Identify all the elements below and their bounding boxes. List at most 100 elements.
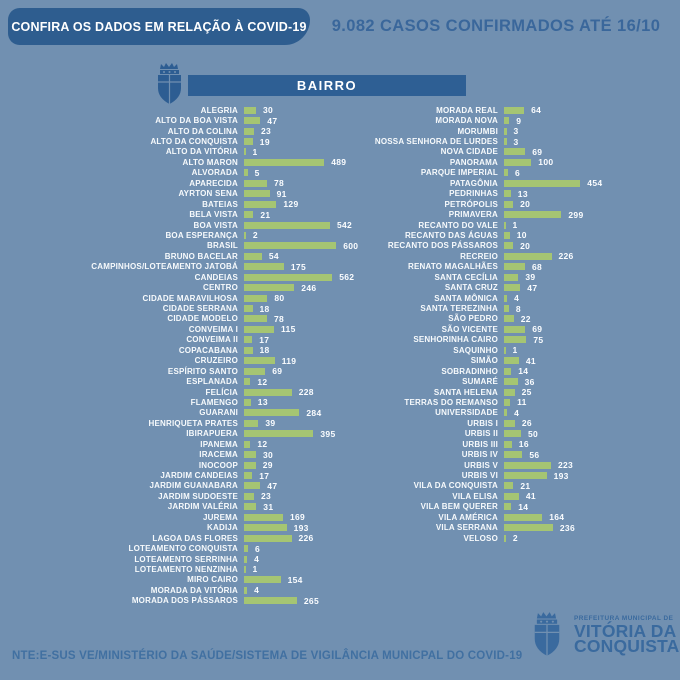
case-bar [244, 336, 253, 344]
case-count: 69 [532, 146, 543, 157]
case-count: 64 [531, 105, 542, 116]
case-count: 129 [283, 199, 299, 210]
case-bar [244, 440, 251, 448]
case-bar [504, 305, 509, 313]
case-bar [244, 273, 333, 281]
case-bar [504, 127, 507, 135]
bairro-label: ALVORADA [191, 168, 238, 178]
case-bar [244, 138, 253, 146]
case-bar [244, 513, 283, 521]
bairro-label: SOBRADINHO [441, 366, 498, 376]
case-count: 41 [525, 491, 536, 502]
case-bar [504, 158, 532, 166]
case-count: 100 [538, 157, 554, 168]
bar-row: PETRÓPOLIS 20 [358, 199, 602, 209]
bar-row: NOVA CIDADE 69 [358, 147, 602, 157]
bairro-label: VILA AMÉRICA [438, 512, 498, 522]
bairro-label: SANTA MÔNICA [434, 293, 498, 303]
case-bar [244, 482, 261, 490]
case-count: 265 [303, 595, 319, 606]
case-count: 115 [281, 324, 296, 335]
bairro-label: JARDIM CANDEIAS [160, 471, 238, 481]
bar-row: HENRIQUETA PRATES 39 [58, 418, 358, 428]
bairro-label: JARDIM GUANABARA [149, 481, 238, 491]
bar-row: CENTRO 246 [58, 282, 358, 293]
bar-row: SENHORINHA CAIRO 75 [358, 335, 602, 345]
bar-row: COPACABANA 18 [58, 345, 358, 355]
case-bar [244, 315, 267, 323]
case-bar [244, 346, 253, 354]
table-header-bairro: BAIRRO [188, 75, 466, 96]
bairro-label: SANTA CECÍLIA [434, 272, 498, 282]
case-bar [504, 221, 506, 229]
bar-row: VILA ELISA 41 [358, 491, 602, 501]
case-count: 193 [293, 522, 309, 533]
bairro-label: CENTRO [203, 283, 238, 293]
case-bar [244, 127, 254, 135]
bar-row: MORADA NOVA 9 [358, 115, 602, 126]
case-count: 193 [553, 470, 569, 481]
case-count: 17 [259, 334, 270, 345]
case-count: 1 [512, 345, 518, 356]
bar-row: URBIS IV 56 [358, 449, 602, 460]
bairro-label: RECANTO DAS ÁGUAS [404, 230, 498, 240]
logo-big-text-1: VITÓRIA DA [574, 621, 677, 642]
bar-row: SÃO PEDRO 22 [358, 314, 602, 324]
bairro-label: ALTO MARON [182, 157, 238, 167]
bar-chart-column-left: ALEGRIA 30 ALTO DA BOA VISTA 47 ALTO DA COLI… [58, 105, 358, 606]
case-count: 164 [549, 512, 565, 523]
case-count: 69 [532, 324, 543, 335]
case-bar [244, 158, 325, 166]
case-count: 47 [527, 282, 538, 293]
bar-row: MORUMBI 3 [358, 126, 602, 136]
case-count: 154 [287, 574, 303, 585]
case-count: 454 [587, 178, 603, 189]
bairro-label: PEDRINHAS [449, 189, 498, 199]
bar-row: IRACEMA 30 [58, 449, 358, 460]
case-bar [504, 315, 514, 323]
bar-row: ALTO DA COLINA 23 [58, 126, 358, 136]
page-title: 9.082 CASOS CONFIRMADOS ATÉ 16/10 [331, 17, 661, 35]
bairro-label: MORADA REAL [436, 105, 498, 115]
case-count: 19 [259, 136, 270, 147]
case-count: 6 [515, 167, 521, 178]
case-count: 91 [276, 188, 287, 199]
bairro-label: SIMÃO [470, 356, 498, 366]
case-count: 39 [265, 418, 276, 429]
case-bar [244, 117, 261, 125]
bar-row: SANTA HELENA 25 [358, 387, 602, 397]
case-bar [504, 472, 547, 480]
bairro-label: URBIS V [464, 460, 498, 470]
bar-row: VILA DA CONQUISTA 21 [358, 481, 602, 491]
case-count: 54 [268, 251, 279, 262]
case-count: 21 [520, 480, 531, 491]
case-bar [244, 597, 297, 605]
case-bar [244, 430, 314, 438]
case-bar [504, 451, 523, 459]
bar-row: BELA VISTA 21 [58, 209, 358, 220]
bar-row: MIRO CAIRO 154 [58, 575, 358, 585]
bar-row: JARDIM VALÉRIA 31 [58, 502, 358, 512]
case-bar [244, 231, 246, 239]
bairro-label: ALTO DA BOA VISTA [155, 116, 238, 126]
bar-row: LOTEAMENTO CONQUISTA 6 [58, 543, 358, 554]
bairro-label: HENRIQUETA PRATES [148, 418, 238, 428]
case-bar [244, 106, 256, 114]
bairro-label: SÃO PEDRO [448, 314, 498, 324]
bairro-label: MIRO CAIRO [187, 575, 238, 585]
case-count: 9 [516, 115, 522, 126]
bar-row: RENATO MAGALHÃES 68 [358, 262, 602, 272]
case-count: 16 [518, 439, 529, 450]
bairro-label: BRUNO BACELAR [164, 251, 238, 261]
case-count: 31 [263, 501, 274, 512]
case-count: 2 [512, 533, 518, 544]
case-count: 11 [517, 397, 527, 408]
case-bar [504, 524, 553, 532]
bairro-label: SANTA TEREZINHA [420, 304, 498, 314]
bairro-label: SANTA CRUZ [444, 283, 498, 293]
bar-row: SÃO VICENTE 69 [358, 324, 602, 334]
case-count: 489 [331, 157, 347, 168]
bar-row: FELÍCIA 228 [58, 387, 358, 397]
case-bar [504, 200, 514, 208]
bar-row: ALTO DA BOA VISTA 47 [58, 115, 358, 126]
